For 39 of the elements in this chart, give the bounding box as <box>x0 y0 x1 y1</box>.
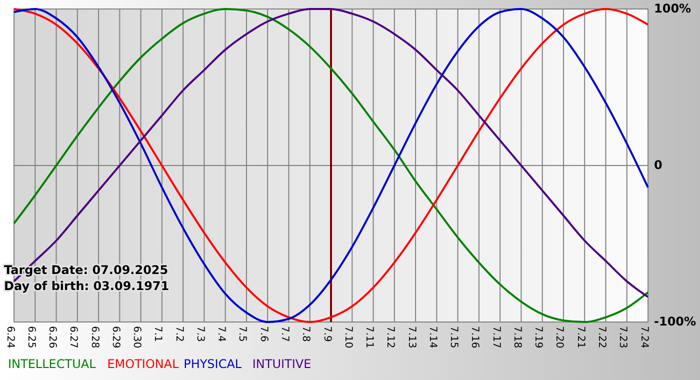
annotation: Day of birth: 03.09.1971 <box>4 279 170 293</box>
x-tick-label: 6.30 <box>131 326 142 348</box>
x-tick-label: 7.7 <box>279 326 290 342</box>
x-tick-label: 6.27 <box>68 326 79 348</box>
x-tick-label: 7.21 <box>574 326 586 348</box>
x-tick-label: 7.9 <box>321 326 332 342</box>
x-tick-label: 7.22 <box>596 326 607 348</box>
x-tick-label: 7.3 <box>194 326 206 342</box>
y-tick-label: -100% <box>654 314 696 328</box>
x-tick-label: 7.14 <box>426 326 438 348</box>
x-tick-label: 7.15 <box>448 326 460 348</box>
x-tick-label: 6.25 <box>25 326 36 348</box>
y-tick-label: 100% <box>654 1 692 16</box>
x-tick-label: 7.4 <box>216 326 227 342</box>
y-tick-label: 0 <box>654 158 662 172</box>
text: PHYSICAL <box>184 357 242 371</box>
x-tick-label: 7.20 <box>554 326 565 348</box>
x-tick-label: 7.24 <box>638 326 650 348</box>
text: EMOTIONAL <box>107 357 180 371</box>
text: INTUITIVE <box>252 357 312 371</box>
x-tick-label: 7.18 <box>511 326 522 348</box>
x-tick-label: 7.23 <box>617 326 628 348</box>
x-tick-label: 7.2 <box>173 326 184 342</box>
x-tick-label: 7.5 <box>236 326 248 342</box>
text: INTELLECTUAL <box>8 357 96 371</box>
x-tick-label: 7.8 <box>300 326 312 342</box>
x-tick-label: 6.29 <box>110 326 121 348</box>
x-tick-label: 7.12 <box>384 326 396 348</box>
x-tick-label: 7.10 <box>342 326 354 348</box>
x-tick-label: 7.6 <box>258 326 269 342</box>
x-tick-label: 7.1 <box>152 326 164 342</box>
x-tick-label: 6.28 <box>88 326 100 348</box>
x-tick-label: 7.13 <box>406 326 417 348</box>
x-tick-label: 7.11 <box>364 326 375 348</box>
x-tick-label: 6.26 <box>46 326 58 348</box>
x-tick-label: 7.17 <box>490 326 502 348</box>
x-tick-label: 7.19 <box>532 326 544 348</box>
x-tick-label: 7.16 <box>469 326 480 348</box>
x-tick-label: 6.24 <box>4 326 16 348</box>
